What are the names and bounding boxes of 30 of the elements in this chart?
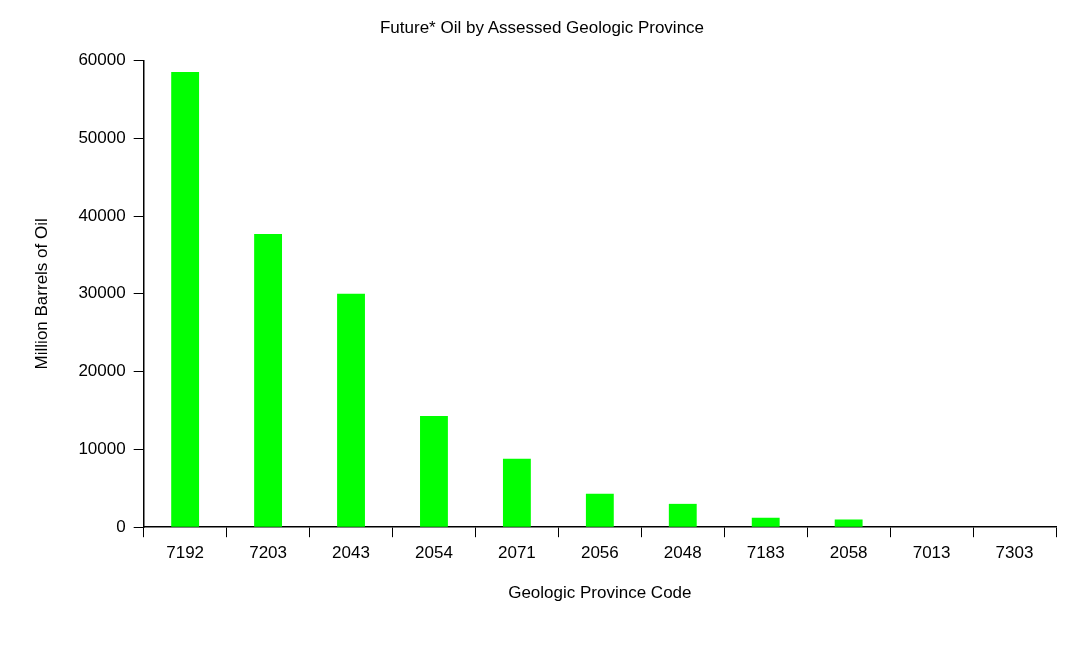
y-tick-label: 30000 <box>78 283 126 303</box>
chart-title: Future* Oil by Assessed Geologic Province <box>379 17 705 37</box>
y-tick-label: 20000 <box>78 361 126 381</box>
bar <box>668 503 697 527</box>
y-tick-label: 10000 <box>78 439 126 459</box>
x-tick-label: 7303 <box>995 543 1034 563</box>
x-tick-label: 2048 <box>663 543 702 563</box>
bar <box>171 72 200 527</box>
bar <box>420 415 448 527</box>
x-tick-label: 2043 <box>332 543 370 563</box>
x-tick-label: 2058 <box>829 543 868 563</box>
y-axis-title: Million Barrels of Oil <box>31 218 51 370</box>
bar <box>751 517 780 527</box>
x-tick-label: 7192 <box>166 543 205 563</box>
x-tick-label: 2056 <box>580 543 619 563</box>
x-axis-title: Geologic Province Code <box>508 583 692 603</box>
bar <box>502 458 531 527</box>
x-tick-label: 2054 <box>415 543 453 563</box>
x-tick-label: 7203 <box>249 543 287 563</box>
y-tick-label: 50000 <box>78 127 126 147</box>
y-tick-label: 40000 <box>78 205 126 225</box>
y-tick-label: 60000 <box>78 50 126 70</box>
x-tick-label: 7183 <box>746 543 785 563</box>
x-tick-label: 2071 <box>497 543 536 563</box>
bar <box>337 293 365 527</box>
bar <box>254 233 283 527</box>
bar <box>585 493 614 527</box>
bar <box>834 519 863 527</box>
y-tick-label: 0 <box>116 516 126 536</box>
x-tick-label: 7013 <box>912 543 951 563</box>
